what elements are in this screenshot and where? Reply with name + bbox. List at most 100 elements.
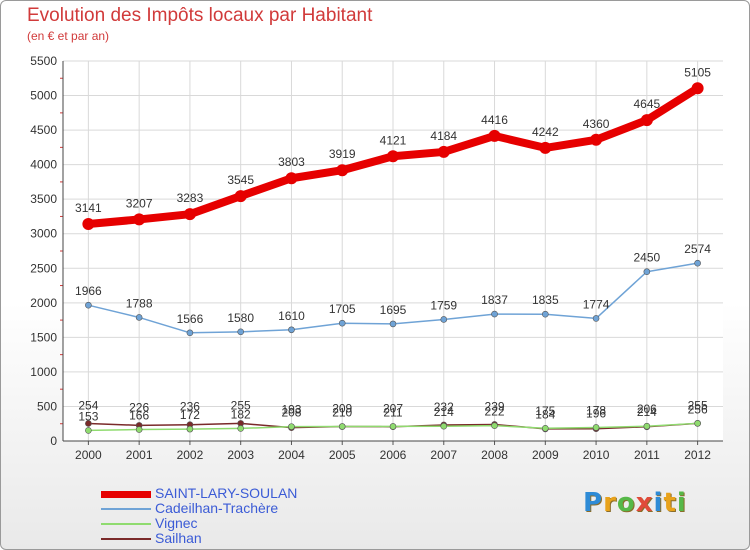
data-label: 3141 [75,201,102,215]
data-label: 255 [688,398,708,412]
y-tick-label: 1500 [30,330,57,344]
data-label: 3545 [227,173,254,187]
data-label: 3207 [126,196,153,210]
data-point [389,320,397,328]
data-label: 211 [383,405,402,419]
data-point [694,420,701,427]
data-point [389,423,397,430]
data-label: 4242 [532,125,559,139]
data-point [542,424,549,432]
legend-swatch [101,538,151,540]
y-tick-label: 0 [50,434,57,448]
data-point [285,172,298,185]
x-tick-label: 2006 [380,448,407,462]
data-label: 214 [434,405,454,419]
data-label: 226 [129,400,149,414]
data-label: 1966 [75,284,102,298]
data-label: 2450 [633,251,660,265]
x-tick-label: 2001 [126,448,153,462]
y-tick-label: 3500 [30,192,57,206]
data-point [491,310,498,318]
data-label: 1695 [380,303,407,317]
data-label: 1835 [532,293,559,307]
data-point [491,422,498,429]
data-label: 182 [231,407,251,421]
logo-letter: i [676,488,687,518]
data-point [640,114,653,127]
legend-swatch [101,523,151,525]
data-point [691,82,704,95]
data-label: 222 [485,405,505,419]
y-tick-label: 500 [37,399,57,413]
logo-letter: P [583,488,604,518]
data-point [590,133,603,146]
data-label: 153 [78,409,98,423]
data-label: 1759 [430,298,457,312]
legend-swatch [101,491,151,498]
y-tick-label: 1000 [30,365,57,379]
data-point [592,424,600,431]
data-point [288,423,295,430]
data-label: 4645 [633,97,660,111]
data-label: 1610 [278,309,305,323]
data-point [542,310,549,318]
data-label: 1788 [126,296,153,310]
data-point [592,315,600,322]
data-point [82,217,95,230]
data-point [338,319,346,327]
data-label: 208 [281,406,301,420]
legend-label: Cadeilhan-Trachère [155,500,279,516]
data-label: 209 [332,402,352,416]
data-label: 254 [78,398,98,412]
data-label: 239 [485,399,505,413]
data-point [338,423,346,430]
data-point [643,268,651,276]
data-label: 4360 [583,117,610,131]
x-tick-label: 2002 [177,448,204,462]
data-point [387,150,399,163]
data-point [186,329,194,337]
data-label: 193 [281,403,301,417]
y-tick-label: 2000 [30,296,57,310]
logo-letter: x [635,488,654,518]
logo-letter: t [663,488,677,518]
data-label: 3919 [329,147,356,161]
data-label: 256 [688,402,708,416]
y-tick-label: 5000 [30,89,57,103]
data-label: 4184 [430,129,457,143]
data-label: 5105 [684,65,711,79]
y-tick-label: 4000 [30,158,57,172]
data-label: 166 [129,409,149,423]
data-point [539,141,552,154]
data-label: 196 [586,406,606,420]
x-tick-label: 2008 [481,448,508,462]
data-point [440,316,448,323]
data-label: 172 [180,408,200,422]
data-label: 214 [637,405,657,419]
logo-letter: i [653,488,664,518]
x-tick-label: 2000 [75,448,102,462]
y-tick-label: 3000 [30,227,57,241]
data-label: 175 [535,404,555,418]
x-tick-label: 2010 [583,448,610,462]
y-tick-label: 4500 [30,123,57,137]
legend-swatch [101,508,151,510]
proxiti-logo: Proxiti [583,488,687,518]
x-tick-label: 2003 [227,448,254,462]
logo-letter: r [603,488,617,518]
data-label: 3803 [278,155,305,169]
data-point [694,259,701,267]
data-point [85,427,92,434]
data-point [643,422,651,430]
data-point [234,190,247,203]
data-point [135,426,143,433]
data-point [488,129,501,142]
legend-label: SAINT-LARY-SOULAN [155,485,298,501]
data-label: 1580 [227,311,254,325]
data-point [440,422,448,430]
data-label: 178 [586,404,606,418]
data-label: 1566 [177,312,204,326]
data-label: 4121 [380,133,407,147]
